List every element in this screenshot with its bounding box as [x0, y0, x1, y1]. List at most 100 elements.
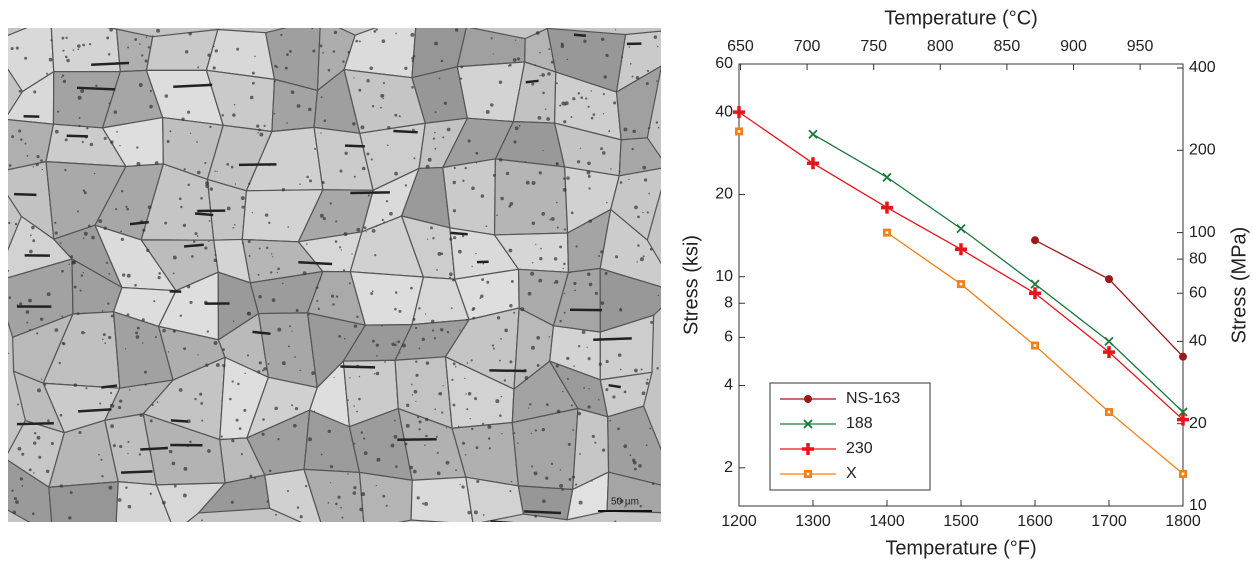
- speckle: [605, 54, 608, 57]
- carbide-stringer: [14, 194, 36, 195]
- speckle: [286, 53, 289, 56]
- speckle: [17, 304, 18, 305]
- speckle: [263, 125, 265, 127]
- speckle: [359, 508, 363, 512]
- speckle: [19, 90, 22, 93]
- marker-dot: [1034, 344, 1037, 347]
- speckle: [441, 411, 443, 413]
- speckle: [433, 138, 435, 140]
- speckle: [501, 396, 503, 398]
- speckle: [359, 376, 360, 377]
- speckle: [201, 420, 203, 422]
- speckle: [227, 207, 231, 211]
- speckle: [588, 357, 591, 360]
- speckle: [481, 278, 484, 281]
- speckle: [648, 193, 650, 195]
- speckle: [634, 468, 637, 471]
- speckle: [361, 492, 365, 496]
- speckle: [55, 231, 58, 234]
- speckle: [110, 392, 112, 394]
- speckle: [104, 227, 107, 230]
- speckle: [640, 505, 642, 507]
- speckle: [8, 353, 9, 354]
- speckle: [474, 510, 478, 514]
- speckle: [256, 125, 259, 128]
- speckle: [561, 42, 564, 45]
- marker: [1031, 342, 1039, 350]
- speckle: [263, 367, 266, 370]
- speckle: [367, 153, 370, 156]
- speckle: [152, 404, 154, 406]
- speckle: [32, 239, 35, 242]
- marker: [1105, 408, 1113, 416]
- marker: [735, 127, 743, 135]
- marker-dot: [960, 283, 963, 286]
- speckle: [270, 271, 272, 273]
- speckle: [217, 171, 218, 172]
- speckle: [40, 318, 43, 321]
- speckle: [252, 82, 255, 85]
- speckle: [504, 379, 506, 381]
- speckle: [656, 367, 658, 369]
- x2-tick-label: 800: [927, 38, 954, 55]
- speckle: [436, 436, 438, 438]
- speckle: [532, 221, 536, 225]
- x-axis-title: Temperature (°F): [885, 537, 1036, 559]
- speckle: [33, 166, 34, 167]
- speckle: [394, 420, 396, 422]
- carbide-stringer: [195, 213, 213, 215]
- speckle: [126, 208, 129, 211]
- speckle: [383, 221, 385, 223]
- speckle: [46, 73, 48, 75]
- speckle: [95, 85, 97, 87]
- speckle: [148, 46, 150, 48]
- speckle: [614, 521, 616, 523]
- speckle: [152, 35, 153, 36]
- speckle: [615, 255, 618, 258]
- speckle: [63, 342, 66, 345]
- speckle: [391, 343, 394, 346]
- speckle: [428, 158, 432, 162]
- speckle: [434, 408, 436, 410]
- speckle: [20, 477, 23, 480]
- speckle: [64, 169, 66, 171]
- grain: [146, 29, 217, 70]
- speckle: [57, 111, 59, 113]
- speckle: [356, 316, 358, 318]
- speckle: [531, 433, 532, 434]
- carbide-stringer: [298, 262, 332, 264]
- speckle: [101, 475, 103, 477]
- speckle: [277, 328, 281, 332]
- speckle: [331, 295, 334, 298]
- speckle: [509, 490, 511, 492]
- carbide-stringer: [524, 511, 561, 513]
- grain: [495, 159, 568, 235]
- speckle: [453, 209, 456, 212]
- speckle: [173, 272, 175, 274]
- speckle: [60, 484, 63, 487]
- speckle: [419, 348, 421, 350]
- speckle: [364, 451, 368, 455]
- speckle: [128, 505, 132, 509]
- speckle: [620, 369, 622, 371]
- x-tick-label: 1600: [1017, 513, 1053, 530]
- speckle: [413, 157, 415, 159]
- speckle: [476, 480, 479, 483]
- speckle: [425, 418, 428, 421]
- speckle: [342, 517, 344, 519]
- speckle: [600, 250, 603, 253]
- speckle: [77, 210, 79, 212]
- speckle: [291, 90, 295, 94]
- speckle: [511, 481, 512, 482]
- speckle: [542, 92, 545, 95]
- speckle: [156, 29, 160, 33]
- speckle: [18, 130, 21, 133]
- speckle: [556, 202, 558, 204]
- speckle: [231, 501, 234, 504]
- speckle: [425, 435, 428, 438]
- speckle: [200, 197, 203, 200]
- speckle: [19, 302, 22, 305]
- speckle: [197, 171, 201, 175]
- speckle: [615, 29, 616, 30]
- speckle: [285, 67, 288, 70]
